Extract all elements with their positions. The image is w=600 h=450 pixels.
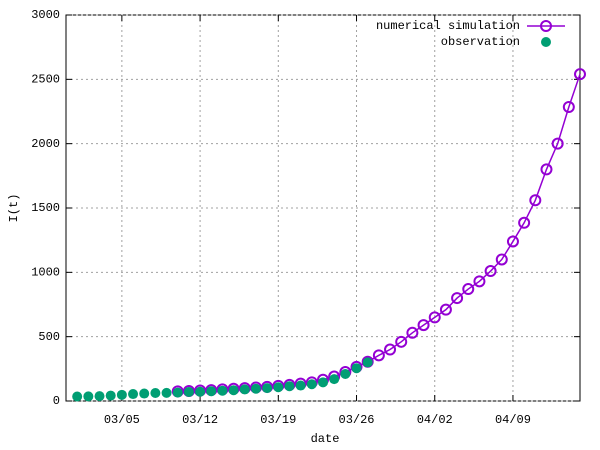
data-point [195,386,206,397]
x-tick-label: 04/09 [495,413,531,427]
data-point [306,379,317,390]
y-tick-label: 0 [53,394,60,408]
data-point [451,292,464,305]
data-point [72,391,83,402]
data-point [183,386,194,397]
data-point [428,311,441,324]
data-point [250,383,261,394]
data-point [273,382,284,393]
data-point [473,275,486,288]
legend-marker [540,20,552,32]
x-tick-label: 04/02 [417,413,453,427]
x-tick-label: 03/12 [182,413,218,427]
data-point [551,137,564,150]
x-tick-label: 03/26 [339,413,375,427]
data-point [540,163,553,176]
data-point [318,377,328,388]
data-point [150,388,161,399]
data-point [384,343,397,356]
data-point [206,386,217,397]
data-point [362,357,373,368]
y-tick-label: 1000 [31,266,60,280]
data-point [83,391,94,402]
data-point [495,253,508,266]
data-point [262,383,273,394]
series-line [177,73,581,393]
data-point [161,387,172,398]
legend-label: observation [441,35,520,49]
data-point [172,387,183,398]
data-point [295,380,306,391]
data-point [518,216,531,229]
data-point [484,265,497,278]
data-point [417,319,430,332]
data-point [228,385,239,396]
data-point [329,374,340,385]
data-point [105,390,116,401]
y-tick-label: 3000 [31,8,60,22]
data-point [217,385,228,396]
y-axis-label: I(t) [7,194,21,223]
series [72,357,373,402]
data-point [372,349,385,362]
y-tick-label: 2500 [31,73,60,87]
data-point [462,283,475,296]
data-point [284,381,295,392]
data-point [128,389,139,400]
legend-marker [541,37,551,47]
data-point [529,194,542,207]
y-tick-label: 1500 [31,201,60,215]
series [171,68,586,398]
data-point [116,389,127,400]
data-point [406,326,419,339]
y-tick-label: 2000 [31,137,60,151]
x-tick-label: 03/05 [104,413,140,427]
data-point [340,368,351,379]
legend-label: numerical simulation [376,19,520,33]
data-point [94,391,105,402]
data-point [562,100,575,113]
data-point [506,235,519,248]
x-axis-label: date [311,432,340,446]
data-point [239,384,250,395]
data-point [574,68,586,81]
x-tick-label: 03/19 [260,413,296,427]
data-point [439,303,452,316]
data-point [351,363,362,374]
data-point [139,388,150,399]
y-tick-label: 500 [38,330,60,344]
data-point [395,335,408,348]
